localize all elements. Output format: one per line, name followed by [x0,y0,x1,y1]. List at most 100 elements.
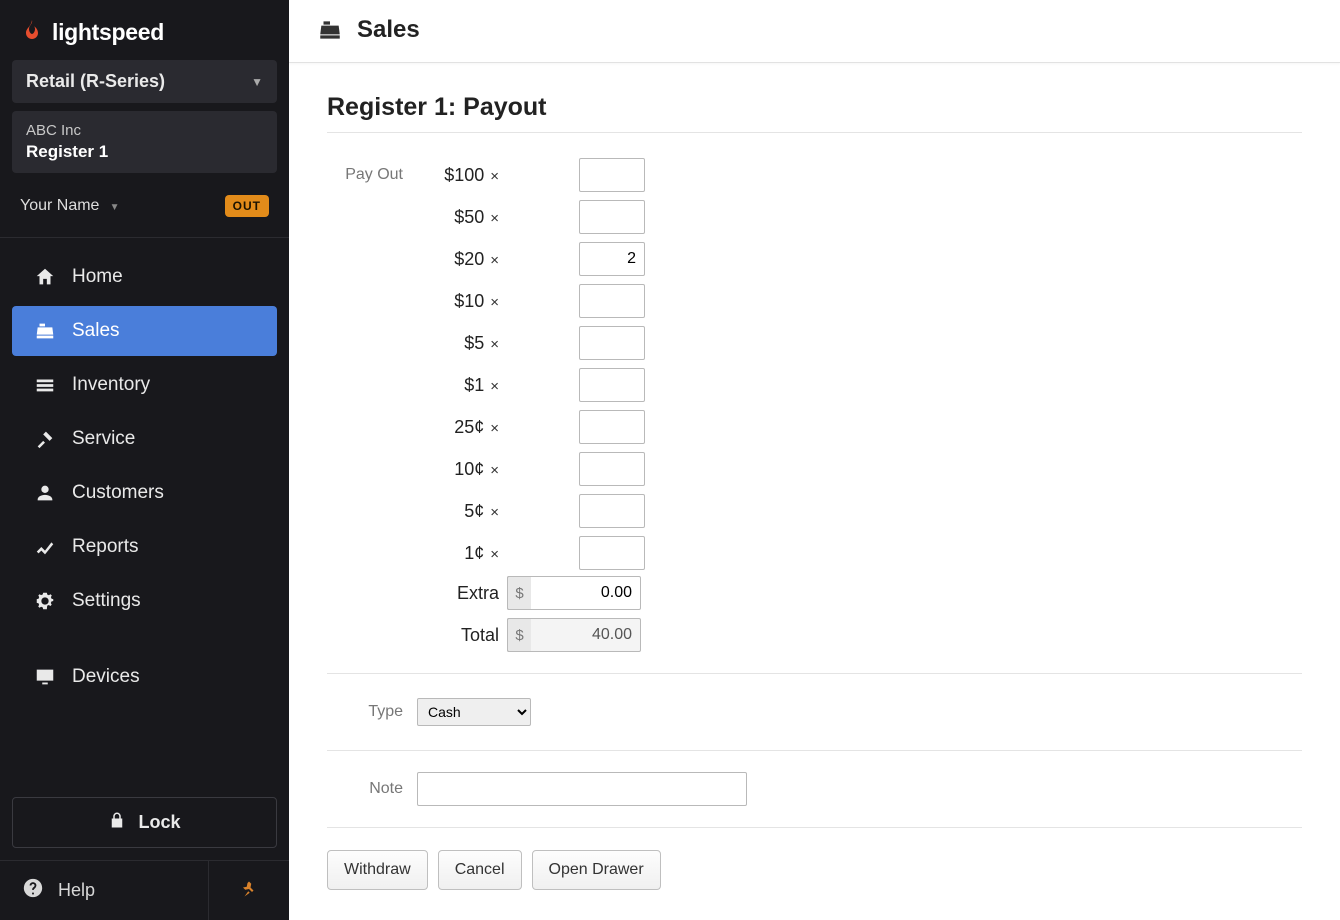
payout-form: Pay Out$100 × $50 × $20 × $10 × $5 × $1 × 25¢ … [327,155,1302,890]
denomination-row: 1¢ × [327,533,1302,573]
monitor-icon [34,666,56,688]
lock-button[interactable]: Lock [12,797,277,848]
nav-label: Sales [72,320,120,342]
note-label: Note [327,780,417,798]
extra-input-wrap: $ [507,576,641,610]
page-title: Register 1: Payout [327,93,1302,133]
denomination-row: 5¢ × [327,491,1302,531]
main-content: Sales Register 1: Payout Pay Out$100 × $5… [289,0,1340,920]
denomination-label: $50 × [417,207,507,228]
action-buttons: Withdraw Cancel Open Drawer [327,850,1302,890]
type-select[interactable]: Cash [417,698,531,726]
product-label: Retail (R-Series) [26,71,165,92]
nav-label: Home [72,266,123,288]
nav-home[interactable]: Home [12,252,277,302]
hammer-icon [34,428,56,450]
cancel-button[interactable]: Cancel [438,850,522,890]
brand-name: lightspeed [52,19,164,46]
denomination-label: 1¢ × [417,543,507,564]
product-selector[interactable]: Retail (R-Series) ▼ [12,60,277,103]
denomination-row: Pay Out$100 × [327,155,1302,195]
divider [327,827,1302,828]
note-input[interactable] [417,772,747,806]
type-label: Type [327,703,417,721]
user-icon [34,482,56,504]
nav-settings[interactable]: Settings [12,576,277,626]
brand-logo: lightspeed [0,0,289,60]
user-menu[interactable]: Your Name ▼ [20,197,120,215]
nav-label: Reports [72,536,139,558]
lock-label: Lock [138,812,180,833]
pin-icon [240,878,258,904]
header-title: Sales [357,16,420,44]
denomination-label: 25¢ × [417,417,507,438]
pin-button[interactable] [209,861,289,920]
dollar-icon: $ [507,618,531,652]
nav-label: Customers [72,482,164,504]
denomination-input[interactable] [579,284,645,318]
chevron-down-icon: ▼ [110,202,120,213]
denomination-label: $5 × [417,333,507,354]
help-label: Help [58,880,95,901]
nav-service[interactable]: Service [12,414,277,464]
nav-devices[interactable]: Devices [12,652,277,702]
denomination-row: $10 × [327,281,1302,321]
denomination-label: 5¢ × [417,501,507,522]
register-icon [317,17,343,43]
home-icon [34,266,56,288]
divider [327,673,1302,674]
page-header: Sales [289,0,1340,63]
denomination-label: $20 × [417,249,507,270]
denomination-input[interactable] [579,158,645,192]
nav-sales[interactable]: Sales [12,306,277,356]
clock-out-badge[interactable]: OUT [225,195,269,217]
total-row: Total $ [327,615,1302,655]
register-context[interactable]: ABC Inc Register 1 [12,111,277,173]
lock-icon [108,811,126,834]
question-icon [22,877,44,904]
denomination-row: 10¢ × [327,449,1302,489]
extra-label: Extra [417,583,507,604]
denomination-label: $10 × [417,291,507,312]
gear-icon [34,590,56,612]
denomination-row: $1 × [327,365,1302,405]
help-button[interactable]: Help [0,861,209,920]
company-label: ABC Inc [26,122,263,139]
denomination-input[interactable] [579,368,645,402]
note-row: Note [327,769,1302,809]
denomination-input[interactable] [579,326,645,360]
user-name: Your Name [20,197,99,214]
denomination-label: $1 × [417,375,507,396]
nav-inventory[interactable]: Inventory [12,360,277,410]
denomination-input[interactable] [579,536,645,570]
withdraw-button[interactable]: Withdraw [327,850,428,890]
denomination-input[interactable] [579,200,645,234]
chart-icon [34,536,56,558]
total-label: Total [417,625,507,646]
nav-label: Devices [72,666,140,688]
nav-label: Inventory [72,374,150,396]
user-row: Your Name ▼ OUT [0,183,289,231]
denomination-row: $20 × [327,239,1302,279]
payout-section-label: Pay Out [327,166,417,184]
denomination-input[interactable] [579,452,645,486]
denomination-input[interactable] [579,242,645,276]
main-nav: Home Sales Inventory Service Customers R… [0,248,289,785]
flame-icon [20,18,44,46]
nav-customers[interactable]: Customers [12,468,277,518]
denomination-row: $5 × [327,323,1302,363]
open-drawer-button[interactable]: Open Drawer [532,850,661,890]
nav-reports[interactable]: Reports [12,522,277,572]
content-area: Register 1: Payout Pay Out$100 × $50 × $20… [289,63,1340,920]
divider [0,237,289,238]
divider [327,750,1302,751]
inventory-icon [34,374,56,396]
register-icon [34,320,56,342]
denomination-row: 25¢ × [327,407,1302,447]
denomination-input[interactable] [579,410,645,444]
denomination-label: 10¢ × [417,459,507,480]
dollar-icon: $ [507,576,531,610]
denomination-input[interactable] [579,494,645,528]
nav-label: Service [72,428,135,450]
sidebar-footer: Help [0,860,289,920]
